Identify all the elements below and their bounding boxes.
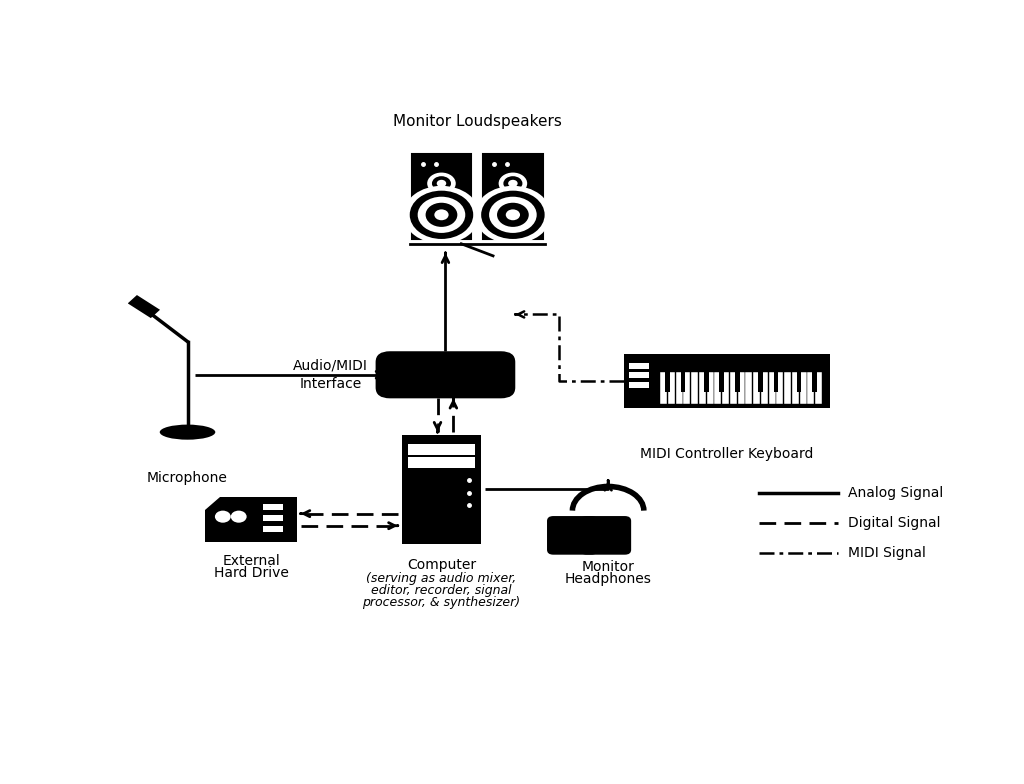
Text: External: External bbox=[222, 554, 280, 568]
Bar bbox=[758, 372, 763, 392]
Circle shape bbox=[215, 510, 230, 523]
Text: MIDI Signal: MIDI Signal bbox=[848, 546, 926, 560]
Text: Microphone: Microphone bbox=[147, 471, 228, 485]
Text: Computer: Computer bbox=[407, 557, 476, 572]
Bar bbox=[761, 372, 768, 405]
Bar bbox=[745, 372, 753, 405]
Text: Headphones: Headphones bbox=[564, 572, 651, 586]
Bar bbox=[409, 445, 475, 455]
Circle shape bbox=[504, 176, 522, 191]
Circle shape bbox=[475, 186, 551, 244]
Bar bbox=[715, 372, 721, 405]
Bar bbox=[401, 435, 481, 544]
Circle shape bbox=[481, 191, 545, 239]
Circle shape bbox=[508, 180, 518, 187]
Bar bbox=[629, 363, 648, 368]
Bar bbox=[263, 504, 284, 510]
Text: processor, & synthesizer): processor, & synthesizer) bbox=[362, 597, 520, 609]
Text: Monitor: Monitor bbox=[582, 560, 635, 574]
Bar bbox=[784, 372, 791, 405]
Bar bbox=[773, 372, 778, 392]
Bar bbox=[815, 372, 822, 405]
Circle shape bbox=[436, 180, 446, 187]
Bar bbox=[629, 372, 648, 379]
Bar bbox=[722, 372, 729, 405]
Bar bbox=[409, 458, 475, 468]
Polygon shape bbox=[206, 497, 297, 543]
Bar bbox=[703, 372, 709, 392]
Bar bbox=[263, 526, 284, 532]
Text: (serving as audio mixer,: (serving as audio mixer, bbox=[367, 572, 516, 585]
Text: MIDI Controller Keyboard: MIDI Controller Keyboard bbox=[640, 447, 814, 461]
Bar bbox=[720, 372, 724, 392]
Bar bbox=[800, 372, 807, 405]
Bar bbox=[624, 354, 830, 408]
FancyBboxPatch shape bbox=[547, 516, 598, 555]
Bar bbox=[735, 372, 739, 392]
Bar bbox=[668, 372, 675, 405]
Circle shape bbox=[426, 203, 458, 227]
Ellipse shape bbox=[160, 425, 215, 440]
Bar bbox=[812, 372, 817, 392]
Circle shape bbox=[410, 191, 473, 239]
Polygon shape bbox=[128, 295, 160, 318]
Circle shape bbox=[403, 186, 479, 244]
Bar bbox=[660, 372, 667, 405]
Text: Hard Drive: Hard Drive bbox=[214, 566, 289, 580]
Circle shape bbox=[434, 209, 449, 220]
Bar bbox=[797, 372, 802, 392]
Text: Audio/MIDI
Interface: Audio/MIDI Interface bbox=[293, 358, 368, 391]
Circle shape bbox=[418, 197, 465, 233]
Circle shape bbox=[497, 203, 528, 227]
Bar bbox=[691, 372, 698, 405]
Bar bbox=[753, 372, 760, 405]
Circle shape bbox=[506, 209, 520, 220]
Bar bbox=[730, 372, 737, 405]
FancyBboxPatch shape bbox=[581, 516, 631, 555]
Bar bbox=[698, 372, 706, 405]
Bar bbox=[483, 154, 543, 239]
Bar bbox=[769, 372, 775, 405]
Bar bbox=[681, 372, 685, 392]
Circle shape bbox=[432, 176, 451, 191]
Text: Monitor Loudspeakers: Monitor Loudspeakers bbox=[393, 114, 561, 129]
Bar bbox=[707, 372, 714, 405]
Circle shape bbox=[230, 510, 247, 523]
Bar bbox=[676, 372, 683, 405]
Bar bbox=[792, 372, 799, 405]
Circle shape bbox=[427, 172, 456, 194]
Bar bbox=[263, 515, 284, 521]
Bar bbox=[776, 372, 783, 405]
Text: Digital Signal: Digital Signal bbox=[848, 516, 940, 530]
Bar bbox=[666, 372, 670, 392]
Circle shape bbox=[499, 172, 527, 194]
Bar bbox=[683, 372, 690, 405]
Bar bbox=[807, 372, 814, 405]
Circle shape bbox=[489, 197, 537, 233]
FancyBboxPatch shape bbox=[376, 351, 515, 398]
Bar bbox=[412, 154, 471, 239]
Bar bbox=[629, 382, 648, 388]
Bar bbox=[737, 372, 744, 405]
Text: editor, recorder, signal: editor, recorder, signal bbox=[371, 584, 512, 597]
Text: Analog Signal: Analog Signal bbox=[848, 485, 943, 499]
